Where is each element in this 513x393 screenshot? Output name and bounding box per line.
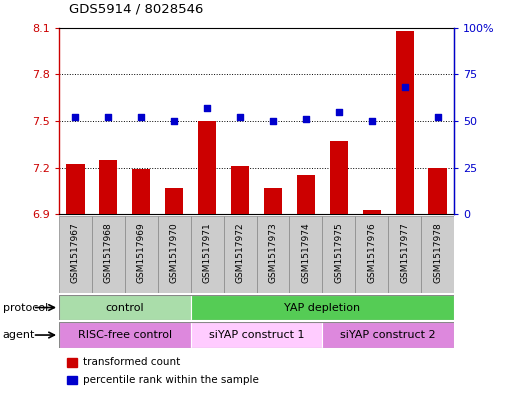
Point [269,118,277,124]
Point [302,116,310,122]
Text: GSM1517976: GSM1517976 [367,222,376,283]
Text: GSM1517968: GSM1517968 [104,222,113,283]
Text: siYAP construct 2: siYAP construct 2 [340,330,436,340]
Text: GSM1517975: GSM1517975 [334,222,343,283]
Bar [100,160,117,214]
Bar [224,216,256,293]
Bar [264,188,282,214]
Bar [428,167,447,214]
Text: transformed count: transformed count [83,357,180,367]
Point [170,118,179,124]
Bar [256,216,289,293]
Bar [132,169,150,214]
Text: agent: agent [3,330,35,340]
Text: percentile rank within the sample: percentile rank within the sample [83,375,259,385]
Point [203,105,211,111]
Bar [191,322,322,348]
Bar [191,295,454,320]
Bar [363,209,381,214]
Text: GSM1517977: GSM1517977 [400,222,409,283]
Bar [231,166,249,214]
Text: GSM1517974: GSM1517974 [301,222,310,283]
Bar [59,295,191,320]
Point [104,114,112,120]
Text: GSM1517978: GSM1517978 [433,222,442,283]
Bar [388,216,421,293]
Bar [67,358,77,367]
Bar [158,216,191,293]
Bar [322,322,454,348]
Bar [92,216,125,293]
Bar [421,216,454,293]
Text: YAP depletion: YAP depletion [284,303,361,312]
Point [368,118,376,124]
Bar [198,121,216,214]
Text: RISC-free control: RISC-free control [78,330,172,340]
Bar [289,216,322,293]
Text: GSM1517973: GSM1517973 [268,222,278,283]
Text: siYAP construct 1: siYAP construct 1 [209,330,304,340]
Text: protocol: protocol [3,303,48,312]
Bar [330,141,348,214]
Text: GDS5914 / 8028546: GDS5914 / 8028546 [69,3,204,16]
Text: GSM1517970: GSM1517970 [170,222,179,283]
Point [71,114,80,120]
Point [334,108,343,115]
Point [137,114,145,120]
Text: GSM1517972: GSM1517972 [235,222,245,283]
Bar [396,31,413,214]
Text: control: control [106,303,144,312]
Bar [297,175,315,214]
Bar [67,376,77,384]
Bar [355,216,388,293]
Bar [59,322,191,348]
Bar [66,164,85,214]
Point [433,114,442,120]
Bar [125,216,158,293]
Bar [191,216,224,293]
Point [236,114,244,120]
Text: GSM1517967: GSM1517967 [71,222,80,283]
Text: GSM1517969: GSM1517969 [137,222,146,283]
Bar [322,216,355,293]
Bar [165,188,183,214]
Bar [59,216,92,293]
Point [401,84,409,90]
Text: GSM1517971: GSM1517971 [203,222,212,283]
